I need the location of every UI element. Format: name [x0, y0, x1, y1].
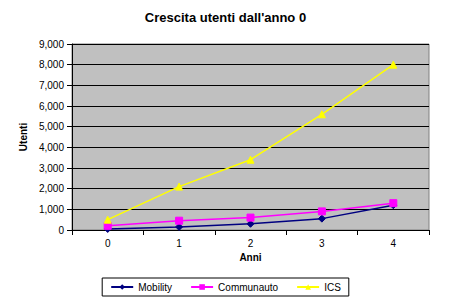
svg-text:7,000: 7,000 [39, 80, 64, 91]
svg-text:ICS: ICS [324, 282, 341, 293]
svg-text:2: 2 [248, 238, 254, 249]
svg-text:Anni: Anni [239, 252, 261, 263]
svg-text:6,000: 6,000 [39, 101, 64, 112]
svg-text:Mobility: Mobility [138, 282, 172, 293]
svg-text:9,000: 9,000 [39, 39, 64, 50]
svg-text:1,000: 1,000 [39, 204, 64, 215]
svg-text:Utenti: Utenti [18, 123, 29, 152]
svg-text:3: 3 [319, 238, 325, 249]
svg-text:5,000: 5,000 [39, 121, 64, 132]
svg-text:Crescita utenti dall'anno 0: Crescita utenti dall'anno 0 [145, 10, 306, 25]
svg-text:0: 0 [58, 225, 64, 236]
svg-text:2,000: 2,000 [39, 183, 64, 194]
svg-text:1: 1 [176, 238, 182, 249]
svg-text:4: 4 [391, 238, 397, 249]
svg-text:0: 0 [105, 238, 111, 249]
svg-text:Communauto: Communauto [218, 282, 278, 293]
svg-text:3,000: 3,000 [39, 163, 64, 174]
svg-text:4,000: 4,000 [39, 142, 64, 153]
svg-text:8,000: 8,000 [39, 59, 64, 70]
